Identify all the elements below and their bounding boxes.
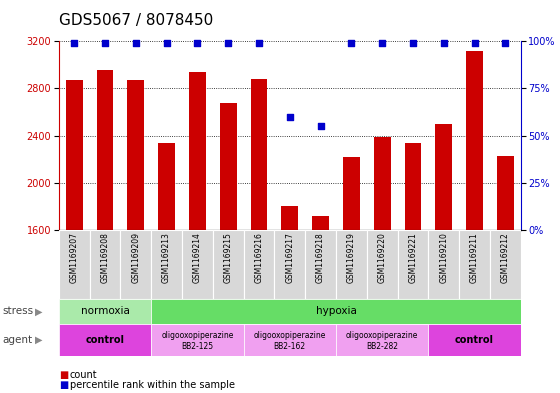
- Bar: [244, 230, 274, 299]
- Bar: [151, 324, 244, 356]
- Bar: [158, 143, 175, 230]
- Text: GSM1169216: GSM1169216: [254, 232, 264, 283]
- Text: GSM1169214: GSM1169214: [193, 232, 202, 283]
- Bar: [428, 324, 521, 356]
- Text: ▶: ▶: [35, 307, 42, 316]
- Bar: [336, 324, 428, 356]
- Point: [347, 40, 356, 46]
- Bar: [127, 80, 144, 230]
- Text: agent: agent: [3, 335, 33, 345]
- Point: [101, 40, 110, 46]
- Text: normoxia: normoxia: [81, 307, 129, 316]
- Bar: [435, 124, 452, 230]
- Text: GSM1169218: GSM1169218: [316, 232, 325, 283]
- Point: [131, 40, 140, 46]
- Text: GSM1169207: GSM1169207: [69, 232, 79, 283]
- Bar: [274, 230, 305, 299]
- Point: [409, 40, 418, 46]
- Text: hypoxia: hypoxia: [316, 307, 356, 316]
- Bar: [59, 299, 151, 324]
- Bar: [490, 230, 521, 299]
- Bar: [59, 230, 90, 299]
- Text: ■: ■: [59, 380, 68, 390]
- Point: [69, 40, 78, 46]
- Bar: [120, 230, 151, 299]
- Bar: [220, 103, 237, 230]
- Text: oligooxopiperazine: oligooxopiperazine: [161, 331, 234, 340]
- Bar: [59, 324, 151, 356]
- Text: GDS5067 / 8078450: GDS5067 / 8078450: [59, 13, 213, 28]
- Bar: [312, 216, 329, 230]
- Bar: [343, 157, 360, 230]
- Bar: [213, 230, 244, 299]
- Bar: [336, 230, 367, 299]
- Bar: [459, 230, 490, 299]
- Text: GSM1169220: GSM1169220: [377, 232, 387, 283]
- Text: BB2-162: BB2-162: [274, 342, 306, 351]
- Text: control: control: [455, 335, 494, 345]
- Text: GSM1169208: GSM1169208: [100, 232, 110, 283]
- Bar: [250, 79, 268, 230]
- Point: [378, 40, 387, 46]
- Bar: [151, 299, 521, 324]
- Text: GSM1169210: GSM1169210: [439, 232, 449, 283]
- Point: [439, 40, 448, 46]
- Point: [501, 40, 510, 46]
- Text: percentile rank within the sample: percentile rank within the sample: [70, 380, 235, 390]
- Text: BB2-125: BB2-125: [181, 342, 213, 351]
- Text: ▶: ▶: [35, 335, 42, 345]
- Bar: [189, 72, 206, 230]
- Text: GSM1169219: GSM1169219: [347, 232, 356, 283]
- Bar: [66, 80, 83, 230]
- Text: GSM1169213: GSM1169213: [162, 232, 171, 283]
- Point: [316, 123, 325, 129]
- Point: [285, 114, 295, 120]
- Point: [224, 40, 233, 46]
- Text: count: count: [70, 370, 97, 380]
- Bar: [151, 230, 182, 299]
- Bar: [182, 230, 213, 299]
- Text: control: control: [86, 335, 124, 345]
- Bar: [367, 230, 398, 299]
- Text: oligooxopiperazine: oligooxopiperazine: [346, 331, 418, 340]
- Text: oligooxopiperazine: oligooxopiperazine: [254, 331, 326, 340]
- Bar: [404, 143, 422, 230]
- Bar: [96, 70, 114, 230]
- Text: GSM1169209: GSM1169209: [131, 232, 141, 283]
- Bar: [244, 324, 336, 356]
- Bar: [281, 206, 298, 230]
- Text: GSM1169221: GSM1169221: [408, 232, 418, 283]
- Point: [193, 40, 202, 46]
- Text: GSM1169215: GSM1169215: [223, 232, 233, 283]
- Bar: [398, 230, 428, 299]
- Text: BB2-282: BB2-282: [366, 342, 398, 351]
- Bar: [497, 156, 514, 230]
- Point: [254, 40, 263, 46]
- Bar: [428, 230, 459, 299]
- Text: GSM1169212: GSM1169212: [501, 232, 510, 283]
- Bar: [466, 51, 483, 230]
- Text: GSM1169211: GSM1169211: [470, 232, 479, 283]
- Point: [162, 40, 171, 46]
- Text: stress: stress: [3, 307, 34, 316]
- Point: [470, 40, 479, 46]
- Bar: [90, 230, 120, 299]
- Bar: [305, 230, 336, 299]
- Text: ■: ■: [59, 370, 68, 380]
- Bar: [374, 137, 391, 230]
- Text: GSM1169217: GSM1169217: [285, 232, 295, 283]
